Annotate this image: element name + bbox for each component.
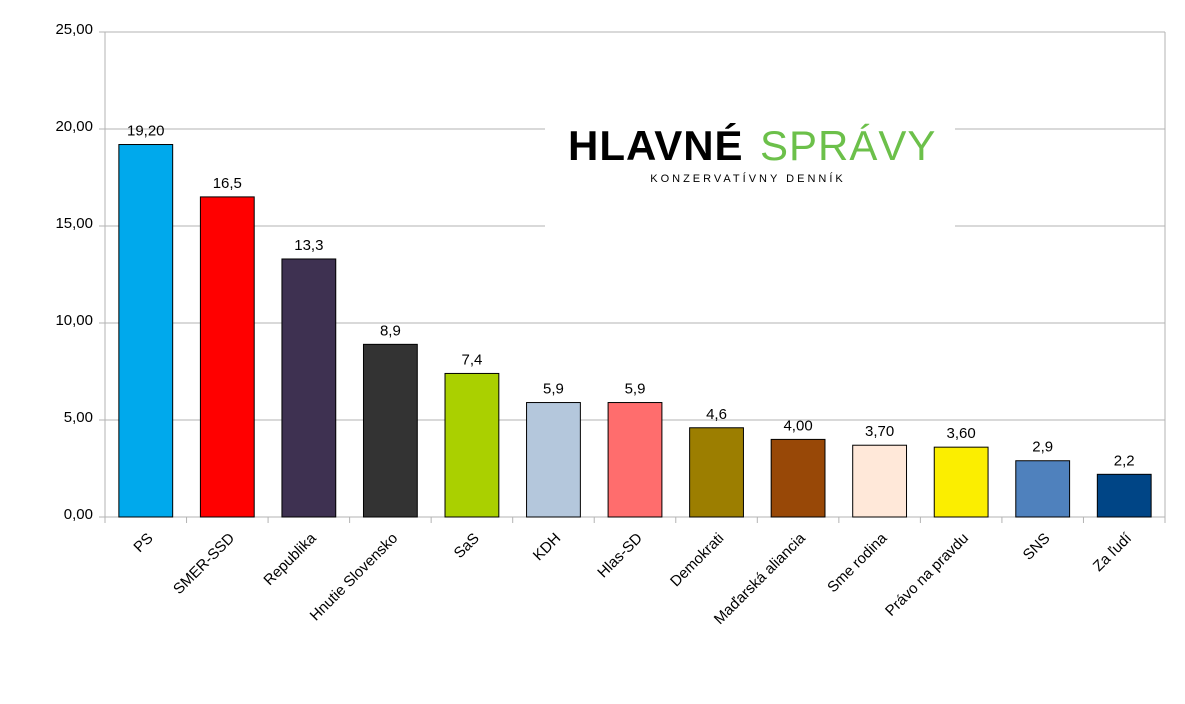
value-label: 8,9 [380, 322, 401, 339]
x-tick-label: SaS [451, 530, 483, 562]
value-label: 4,00 [783, 417, 812, 434]
value-label: 5,9 [625, 381, 646, 398]
x-tick-label: SNS [1020, 530, 1054, 564]
bar [1015, 460, 1071, 518]
value-label: 19,20 [127, 123, 165, 140]
y-tick-label: 25,00 [55, 21, 93, 38]
y-tick-label: 15,00 [55, 215, 93, 232]
bar [689, 427, 744, 518]
bar [362, 343, 418, 518]
x-tick-label: Demokrati [667, 530, 727, 590]
x-tick-label: Právo na pravdu [882, 530, 972, 620]
x-tick-label: Maďarská aliancia [711, 529, 810, 628]
bar [770, 438, 826, 518]
value-label: 16,5 [213, 175, 242, 192]
value-label: 3,70 [865, 423, 894, 440]
y-tick-label: 5,00 [64, 409, 93, 426]
bar [933, 446, 989, 518]
logo-word: SPRÁVY [760, 122, 936, 169]
value-label: 2,9 [1032, 439, 1053, 456]
value-label: 13,3 [294, 237, 323, 254]
bar [199, 196, 255, 518]
bar [444, 372, 500, 518]
logo-box [545, 60, 955, 240]
value-label: 7,4 [461, 351, 482, 368]
bar [281, 258, 337, 518]
x-tick-label: SMER-SSD [170, 530, 238, 598]
logo-tagline: KONZERVATÍVNY DENNÍK [650, 172, 846, 185]
logo-word: HLAVNÉ [568, 122, 744, 169]
x-tick-label: Za ľudí [1090, 529, 1136, 575]
y-tick-label: 0,00 [64, 506, 93, 523]
y-tick-label: 20,00 [55, 118, 93, 135]
value-label: 5,9 [543, 381, 564, 398]
value-label: 2,2 [1114, 452, 1135, 469]
bar [118, 144, 174, 518]
value-label: 4,6 [706, 406, 727, 423]
y-tick-label: 10,00 [55, 312, 93, 329]
x-tick-label: Republika [260, 529, 320, 589]
bar [607, 402, 663, 518]
bar [1096, 473, 1152, 518]
x-tick-label: Hnutie Slovensko [307, 530, 402, 625]
bar [852, 444, 908, 518]
x-tick-label: Hlas-SD [594, 530, 646, 582]
x-tick-label: KDH [530, 530, 564, 564]
x-tick-label: PS [130, 530, 156, 556]
x-tick-label: Sme rodina [824, 529, 891, 596]
bar [526, 402, 581, 518]
value-label: 3,60 [947, 425, 976, 442]
